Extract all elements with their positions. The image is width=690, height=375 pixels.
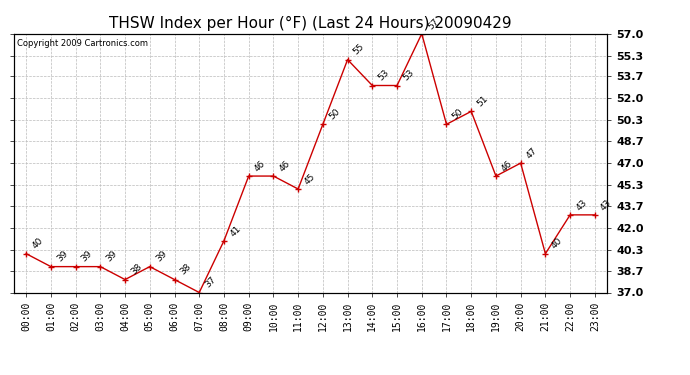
Text: 47: 47	[525, 146, 540, 160]
Text: 43: 43	[574, 198, 589, 212]
Text: 50: 50	[327, 107, 342, 122]
Text: 39: 39	[154, 249, 168, 264]
Text: 39: 39	[80, 249, 95, 264]
Text: Copyright 2009 Cartronics.com: Copyright 2009 Cartronics.com	[17, 39, 148, 48]
Text: 46: 46	[277, 159, 292, 173]
Text: 51: 51	[475, 94, 490, 109]
Text: 43: 43	[599, 198, 613, 212]
Text: 45: 45	[302, 172, 317, 186]
Text: 53: 53	[377, 68, 391, 83]
Text: 46: 46	[500, 159, 515, 173]
Text: 46: 46	[253, 159, 267, 173]
Title: THSW Index per Hour (°F) (Last 24 Hours) 20090429: THSW Index per Hour (°F) (Last 24 Hours)…	[109, 16, 512, 31]
Text: 37: 37	[204, 275, 218, 290]
Text: 53: 53	[401, 68, 415, 83]
Text: 40: 40	[549, 237, 564, 251]
Text: 50: 50	[451, 107, 465, 122]
Text: 39: 39	[104, 249, 119, 264]
Text: 40: 40	[30, 237, 45, 251]
Text: 38: 38	[179, 262, 193, 277]
Text: 39: 39	[55, 249, 70, 264]
Text: 38: 38	[129, 262, 144, 277]
Text: 55: 55	[352, 42, 366, 57]
Text: 57: 57	[426, 16, 440, 31]
Text: 41: 41	[228, 224, 243, 238]
